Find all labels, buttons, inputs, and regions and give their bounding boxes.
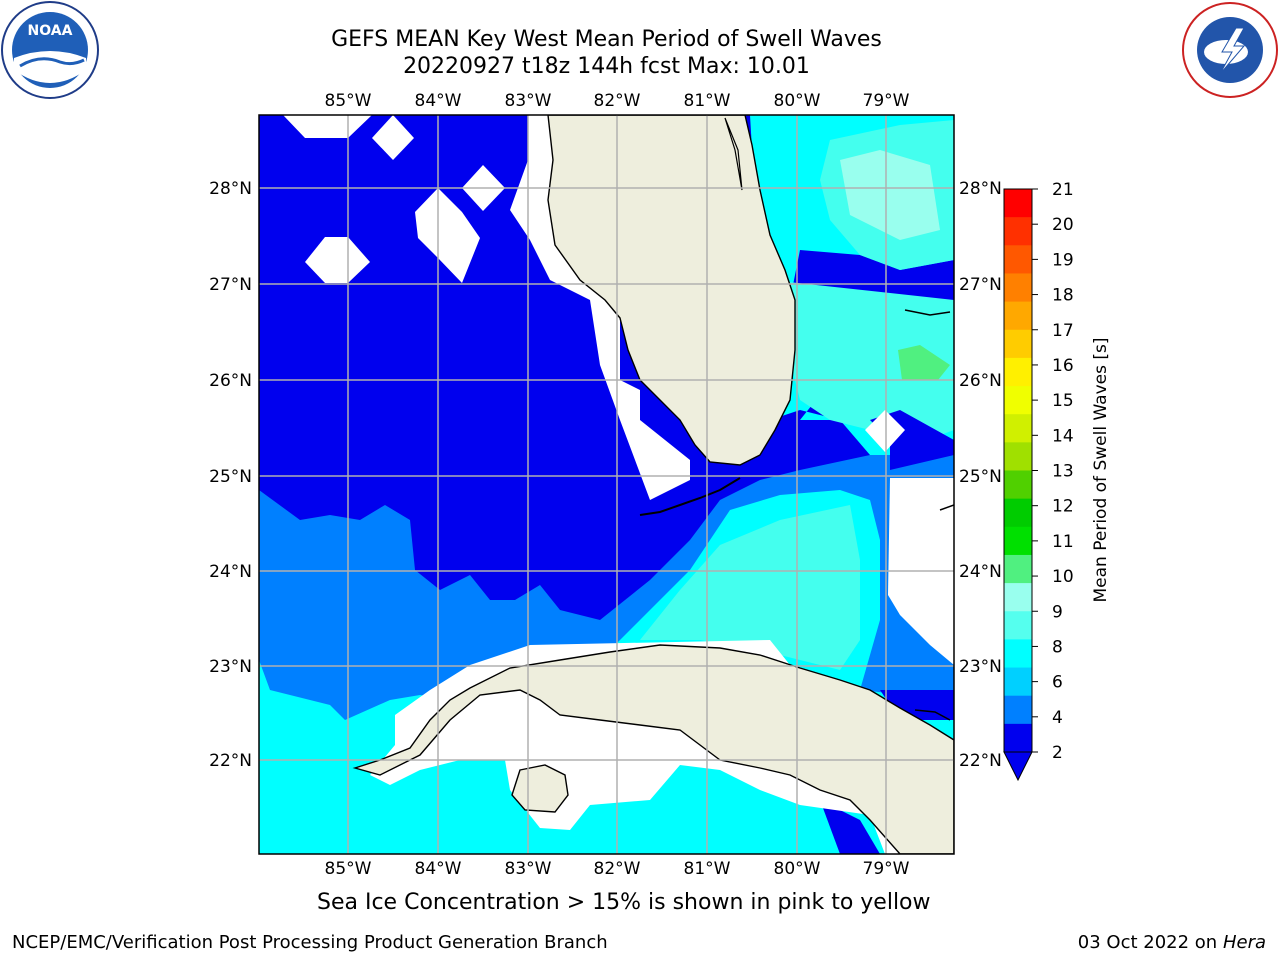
lon-label-bottom: 84°W bbox=[415, 859, 462, 879]
colorbar-segment bbox=[1004, 583, 1032, 612]
colorbar-tick-label: 18 bbox=[1052, 286, 1074, 306]
colorbar-tick-label: 19 bbox=[1052, 250, 1074, 270]
colorbar-tick-label: 9 bbox=[1052, 602, 1063, 622]
colorbar-segment bbox=[1004, 245, 1032, 274]
colorbar-segment bbox=[1004, 554, 1032, 584]
nws-logo bbox=[1182, 2, 1278, 98]
lat-label-right: 25°N bbox=[959, 467, 1002, 487]
lat-label-right: 26°N bbox=[959, 371, 1002, 391]
colorbar-segment bbox=[1004, 526, 1032, 556]
lat-label-right: 22°N bbox=[959, 751, 1002, 771]
lat-label-right: 27°N bbox=[959, 275, 1002, 295]
lat-label-right: 23°N bbox=[959, 657, 1002, 677]
colorbar-segment bbox=[1004, 470, 1032, 500]
noaa-logo: NOAA bbox=[1, 1, 99, 99]
lon-label-bottom: 85°W bbox=[325, 859, 372, 879]
lat-label-left: 22°N bbox=[209, 751, 252, 771]
lon-label-bottom: 81°W bbox=[684, 859, 731, 879]
chart-subtitle: 20220927 t18z 144h fcst Max: 10.01 bbox=[403, 54, 810, 79]
lat-label-left: 23°N bbox=[209, 657, 252, 677]
colorbar-segment bbox=[1004, 301, 1032, 331]
lon-label-top: 84°W bbox=[415, 91, 462, 111]
chart-title: GEFS MEAN Key West Mean Period of Swell … bbox=[331, 27, 882, 52]
colorbar-tick-label: 20 bbox=[1052, 215, 1074, 235]
colorbar-segment bbox=[1004, 639, 1032, 669]
colorbar-extend-arrow bbox=[1003, 751, 1033, 782]
colorbar-segment bbox=[1004, 611, 1032, 640]
colorbar-tick-label: 16 bbox=[1052, 356, 1074, 376]
lon-label-bottom: 80°W bbox=[774, 859, 821, 879]
colorbar-segment bbox=[1004, 273, 1032, 303]
colorbar-segment bbox=[1004, 414, 1032, 443]
colorbar-tick-label: 6 bbox=[1052, 673, 1063, 693]
footer-date: 03 Oct 2022 on Hera bbox=[1078, 932, 1266, 953]
colorbar-label: Mean Period of Swell Waves [s] bbox=[1091, 338, 1111, 603]
footer-date-text: 03 Oct 2022 on bbox=[1077, 932, 1223, 953]
colorbar-tick-label: 15 bbox=[1052, 391, 1074, 411]
colorbar-segment bbox=[1004, 498, 1032, 528]
noaa-logo-text: NOAA bbox=[28, 23, 73, 39]
lon-label-top: 81°W bbox=[684, 91, 731, 111]
graticule bbox=[259, 115, 954, 854]
colorbar-tick-label: 21 bbox=[1052, 180, 1074, 200]
colorbar-tick-label: 8 bbox=[1052, 637, 1063, 657]
colorbar-tick-label: 13 bbox=[1052, 462, 1074, 482]
lon-label-top: 79°W bbox=[863, 91, 910, 111]
colorbar-segment bbox=[1004, 442, 1032, 471]
colorbar-segment bbox=[1004, 695, 1032, 725]
colorbar-tick-label: 4 bbox=[1052, 708, 1063, 728]
colorbar-segment bbox=[1004, 189, 1032, 218]
colorbar-segment bbox=[1004, 667, 1032, 697]
sea-ice-note: Sea Ice Concentration > 15% is shown in … bbox=[317, 890, 931, 915]
lat-label-right: 28°N bbox=[959, 179, 1002, 199]
lat-label-left: 24°N bbox=[209, 562, 252, 582]
colorbar-tick-label: 14 bbox=[1052, 426, 1074, 446]
lon-label-bottom: 79°W bbox=[863, 859, 910, 879]
lon-label-top: 82°W bbox=[594, 91, 641, 111]
lon-label-bottom: 82°W bbox=[594, 859, 641, 879]
lat-label-left: 28°N bbox=[209, 179, 252, 199]
lon-label-top: 83°W bbox=[505, 91, 552, 111]
colorbar-tick-label: 2 bbox=[1052, 743, 1063, 763]
lat-label-left: 25°N bbox=[209, 467, 252, 487]
colorbar-tick-label: 10 bbox=[1052, 567, 1074, 587]
lat-label-right: 24°N bbox=[959, 562, 1002, 582]
lon-label-top: 85°W bbox=[325, 91, 372, 111]
map-area bbox=[259, 115, 954, 854]
footer-host: Hera bbox=[1222, 932, 1266, 953]
colorbar: 21 20 19 18 17 16 15 14 13 12 11 10 9 8 6 4 2 bbox=[1003, 180, 1074, 782]
lat-label-left: 27°N bbox=[209, 275, 252, 295]
lat-label-left: 26°N bbox=[209, 371, 252, 391]
colorbar-segment bbox=[1004, 386, 1032, 415]
lon-label-bottom: 83°W bbox=[505, 859, 552, 879]
colorbar-tick-label: 11 bbox=[1052, 532, 1074, 552]
colorbar-segment bbox=[1004, 329, 1032, 359]
colorbar-segment bbox=[1004, 723, 1032, 753]
colorbar-segment bbox=[1004, 357, 1032, 387]
colorbar-tick-label: 12 bbox=[1052, 497, 1074, 517]
footer-credit: NCEP/EMC/Verification Post Processing Pr… bbox=[12, 932, 608, 953]
colorbar-tick-label: 17 bbox=[1052, 321, 1074, 341]
map-frame bbox=[258, 114, 955, 855]
colorbar-segment bbox=[1004, 217, 1032, 246]
lon-label-top: 80°W bbox=[774, 91, 821, 111]
